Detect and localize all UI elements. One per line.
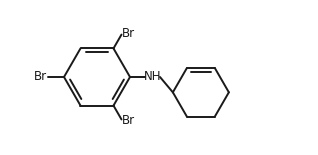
Text: NH: NH	[144, 71, 162, 84]
Text: Br: Br	[122, 27, 135, 40]
Text: Br: Br	[122, 114, 135, 127]
Text: Br: Br	[33, 71, 46, 84]
